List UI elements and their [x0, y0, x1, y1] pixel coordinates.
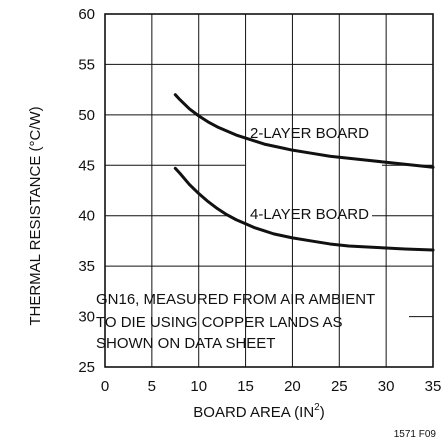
x-tick-label-15: 15 — [237, 378, 254, 395]
y-tick-label-40: 40 — [78, 208, 95, 225]
x-tick-label-20: 20 — [284, 378, 301, 395]
x-axis-title-superscript: 2 — [314, 402, 320, 413]
y-tick-label-55: 55 — [78, 56, 95, 73]
plot-frame — [104, 13, 434, 368]
x-tick-label-5: 5 — [148, 378, 156, 395]
figure-id: 1571 F09 — [394, 429, 437, 440]
y-tick-labels: 25 30 35 40 45 50 55 60 — [78, 6, 95, 376]
annotation-line-1: GN16, MEASURED FROM AIR AMBIENT — [96, 291, 375, 308]
y-tick-label-25: 25 — [78, 359, 95, 376]
x-tick-label-30: 30 — [378, 378, 395, 395]
y-tick-label-30: 30 — [78, 309, 95, 326]
annotation-line-3: SHOWN ON DATA SHEET — [96, 335, 275, 352]
x-tick-label-35: 35 — [425, 378, 441, 395]
x-tick-label-25: 25 — [331, 378, 348, 395]
y-tick-label-60: 60 — [78, 6, 95, 23]
y-tick-label-45: 45 — [78, 157, 95, 174]
series-label-4-layer: 4-LAYER BOARD — [250, 206, 369, 223]
series-label-2-layer: 2-LAYER BOARD — [250, 125, 369, 142]
series-layer — [173, 93, 435, 252]
x-axis-title-suffix: ) — [320, 404, 325, 421]
y-axis-title: THERMAL RESISTANCE (°C/W) — [27, 106, 44, 325]
x-axis-title: BOARD AREA (IN2) — [193, 402, 324, 421]
x-axis-title-main: BOARD AREA (IN — [193, 404, 314, 421]
x-tick-label-10: 10 — [190, 378, 207, 395]
annotation-line-2: TO DIE USING COPPER LANDS AS — [96, 314, 342, 331]
grid — [105, 14, 433, 367]
x-tick-labels: 0 5 10 15 20 25 30 35 — [101, 378, 441, 395]
series-line-1 — [173, 93, 435, 169]
x-tick-label-0: 0 — [101, 378, 109, 395]
y-tick-label-50: 50 — [78, 107, 95, 124]
series-line-2 — [173, 166, 435, 252]
y-tick-label-35: 35 — [78, 258, 95, 275]
